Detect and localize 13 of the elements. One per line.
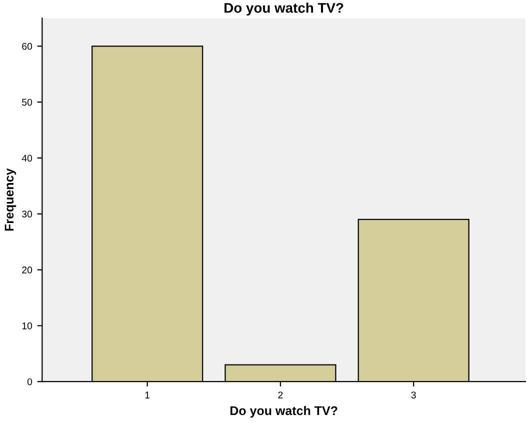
y-tick-label: 0: [27, 378, 32, 386]
chart-title: Do you watch TV?: [224, 2, 344, 16]
x-axis-title: Do you watch TV?: [230, 406, 338, 418]
y-tick-label: 40: [22, 154, 32, 162]
y-axis-title: Frequency: [4, 168, 16, 231]
y-tick-label: 30: [22, 210, 32, 218]
y-tick-label: 50: [22, 98, 32, 106]
y-tick-label: 60: [22, 42, 32, 50]
x-tick-label: 1: [145, 392, 150, 398]
x-tick-label: 3: [411, 392, 416, 398]
y-tick-label: 20: [22, 266, 32, 274]
y-tick-label: 10: [22, 322, 32, 330]
x-tick-label: 2: [278, 392, 283, 398]
